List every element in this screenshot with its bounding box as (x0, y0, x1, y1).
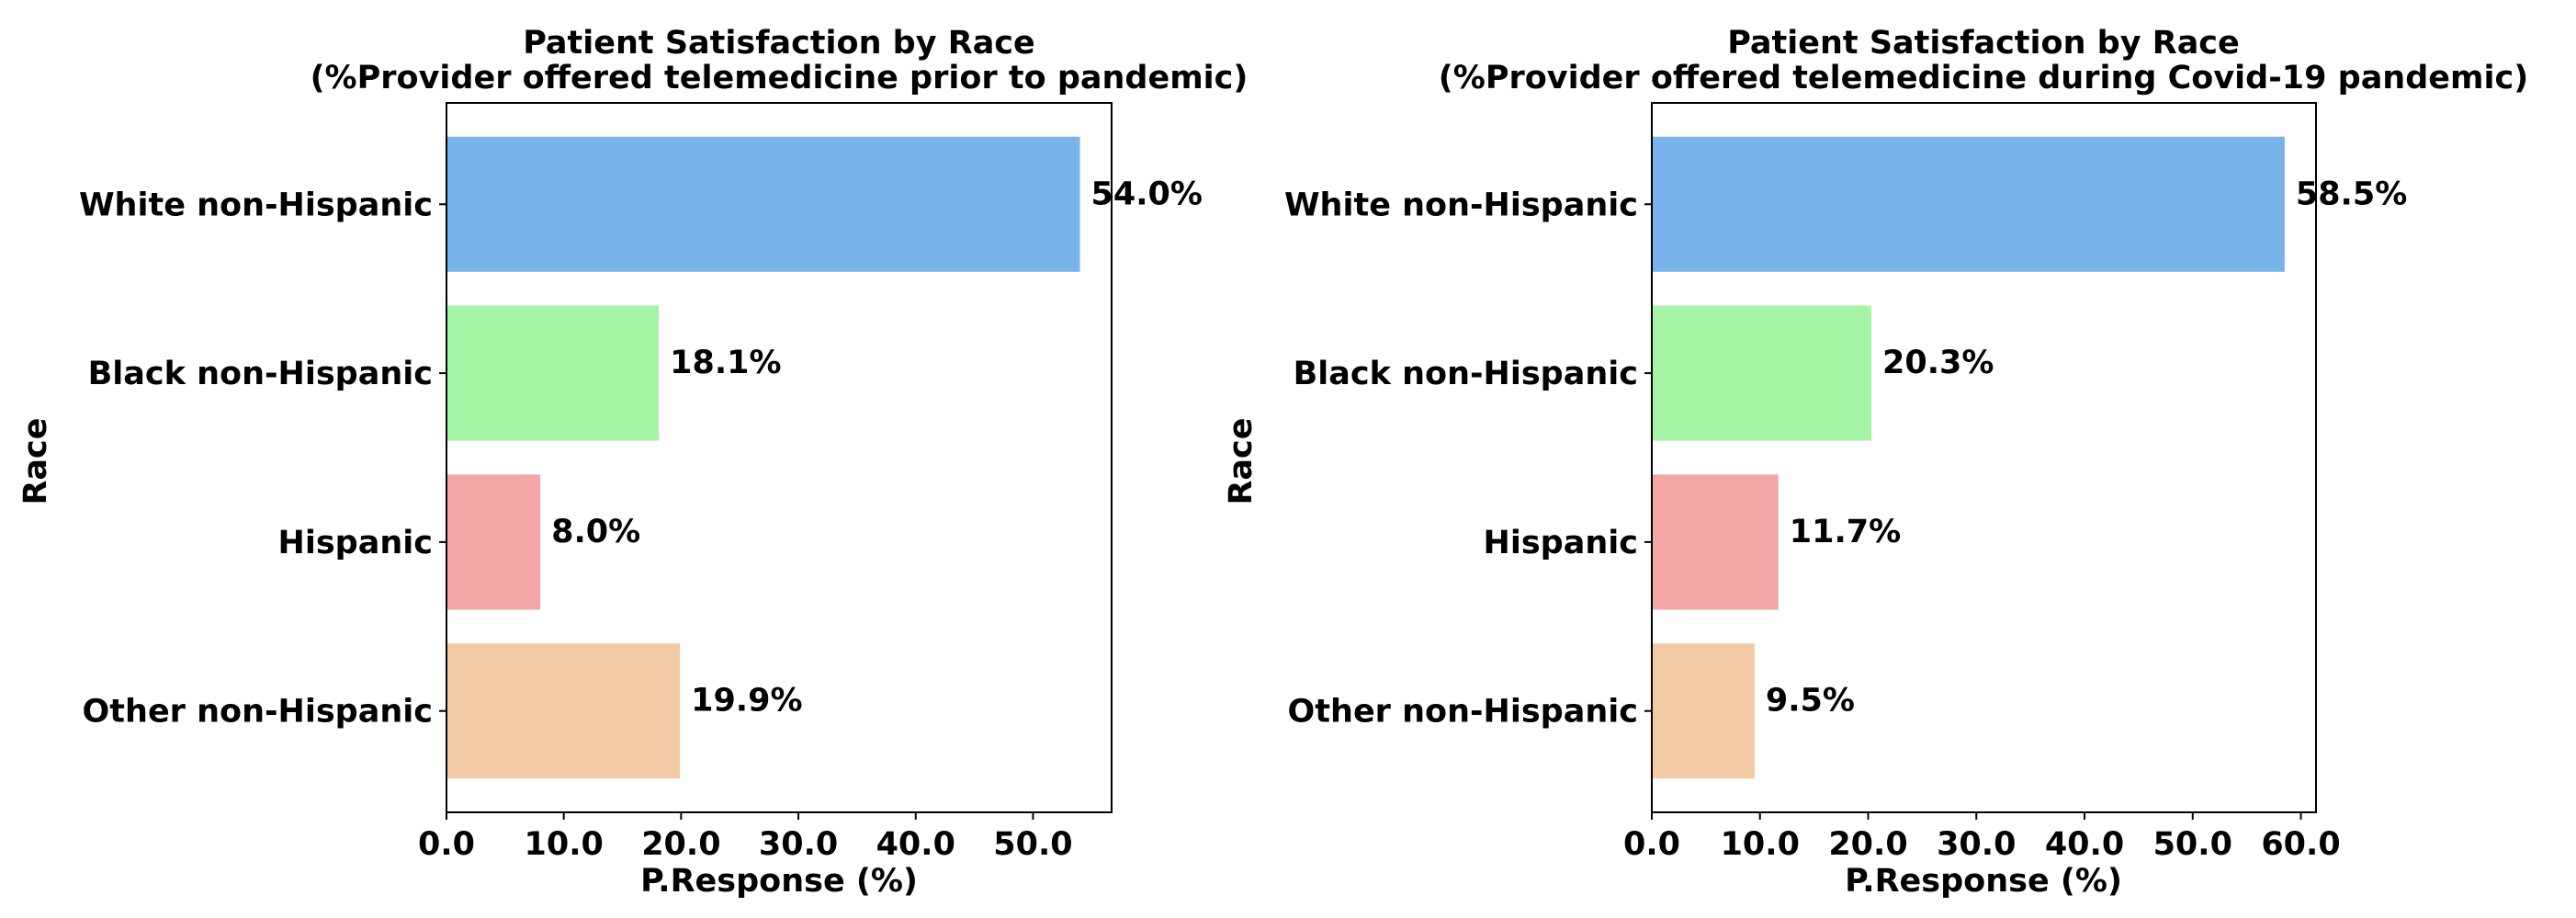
x-tick-label: 30.0 (1937, 826, 2016, 863)
chart-title: Patient Satisfaction by Race (523, 25, 1035, 62)
value-label: 11.7% (1790, 514, 1901, 550)
x-tick-label: 40.0 (876, 826, 955, 863)
category-label: Black non-Hispanic (1294, 356, 1638, 392)
value-label: 9.5% (1766, 683, 1855, 720)
x-tick-label: 40.0 (2045, 826, 2124, 863)
bar (446, 136, 1080, 272)
value-label: 18.1% (670, 345, 781, 381)
category-label: White non-Hispanic (79, 187, 433, 223)
x-tick-label: 10.0 (525, 826, 604, 863)
bar (1652, 474, 1779, 610)
value-label: 20.3% (1882, 345, 1994, 381)
bar (1652, 643, 1755, 779)
value-label: 58.5% (2296, 176, 2407, 212)
category-label: Other non-Hispanic (83, 694, 433, 731)
x-axis-label: P.Response (%) (640, 863, 918, 900)
x-ticks: 0.0 10.0 20.0 30.0 40.0 50.0 60.0 (1623, 812, 2341, 863)
bar (446, 305, 660, 441)
chart-subtitle: (%Provider offered telemedicine prior to… (311, 60, 1248, 96)
category-label: White non-Hispanic (1284, 187, 1638, 223)
x-tick-label: 60.0 (2261, 826, 2340, 863)
category-label: Hispanic (1484, 525, 1638, 561)
chart-title: Patient Satisfaction by Race (1727, 25, 2240, 62)
bar (1652, 136, 2285, 272)
value-label: 8.0% (551, 514, 640, 550)
x-tick-label: 50.0 (993, 826, 1072, 863)
y-axis-label: Race (1223, 417, 1260, 504)
y-axis-label: Race (17, 417, 54, 504)
value-labels: 54.0% 18.1% 8.0% 19.9% (551, 176, 1203, 719)
value-label: 54.0% (1091, 176, 1203, 212)
value-labels: 58.5% 20.3% 11.7% 9.5% (1766, 176, 2407, 719)
x-tick-label: 0.0 (1623, 826, 1680, 863)
x-tick-label: 50.0 (2153, 826, 2232, 863)
bars (1652, 136, 2285, 779)
category-label: Hispanic (278, 525, 433, 561)
category-labels: White non-Hispanic Black non-Hispanic Hisp… (1284, 187, 1652, 731)
bar (446, 643, 681, 779)
bars (446, 136, 1080, 779)
chart-subtitle: (%Provider offered telemedicine during C… (1439, 60, 2528, 96)
bar (1652, 305, 1872, 441)
chart-during-pandemic: Patient Satisfaction by Race (%Provider … (1223, 25, 2528, 900)
x-tick-label: 20.0 (1828, 826, 1907, 863)
x-tick-label: 10.0 (1721, 826, 1800, 863)
x-ticks: 0.0 10.0 20.0 30.0 40.0 50.0 (418, 812, 1073, 863)
category-label: Other non-Hispanic (1288, 694, 1638, 731)
value-label: 19.9% (691, 683, 802, 720)
category-labels: White non-Hispanic Black non-Hispanic Hisp… (79, 187, 446, 731)
x-tick-label: 30.0 (759, 826, 838, 863)
x-tick-label: 0.0 (418, 826, 475, 863)
x-axis-label: P.Response (%) (1845, 863, 2122, 900)
plot-frame (1651, 102, 2317, 813)
x-tick-label: 20.0 (641, 826, 720, 863)
plot-frame (446, 102, 1113, 813)
chart-prior-pandemic: Patient Satisfaction by Race (%Provider … (17, 25, 1248, 900)
bar (446, 474, 541, 610)
category-label: Black non-Hispanic (88, 356, 433, 392)
